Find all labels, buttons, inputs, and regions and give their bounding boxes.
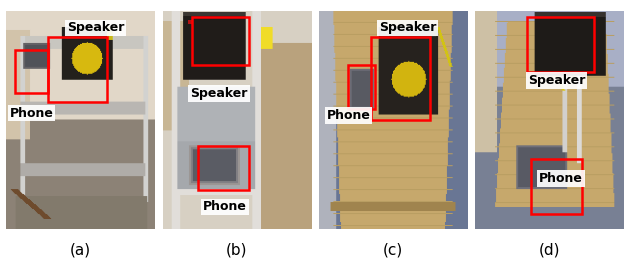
Text: (b): (b)	[226, 242, 248, 257]
Bar	[198, 146, 249, 190]
Bar	[531, 159, 582, 214]
Bar	[15, 50, 48, 93]
Bar	[48, 37, 108, 102]
Text: Phone: Phone	[10, 107, 54, 120]
Text: (a): (a)	[70, 242, 92, 257]
Text: Speaker: Speaker	[67, 22, 124, 34]
Text: Speaker: Speaker	[379, 22, 436, 34]
Text: Phone: Phone	[539, 172, 583, 185]
Bar	[527, 17, 594, 72]
Text: Speaker: Speaker	[190, 87, 248, 100]
Text: Phone: Phone	[203, 200, 247, 214]
Text: Phone: Phone	[326, 109, 371, 122]
Text: Speaker: Speaker	[528, 74, 585, 87]
Bar	[348, 65, 375, 109]
Bar	[371, 37, 430, 120]
Text: (c): (c)	[383, 242, 403, 257]
Text: (d): (d)	[538, 242, 560, 257]
Bar	[192, 17, 249, 65]
